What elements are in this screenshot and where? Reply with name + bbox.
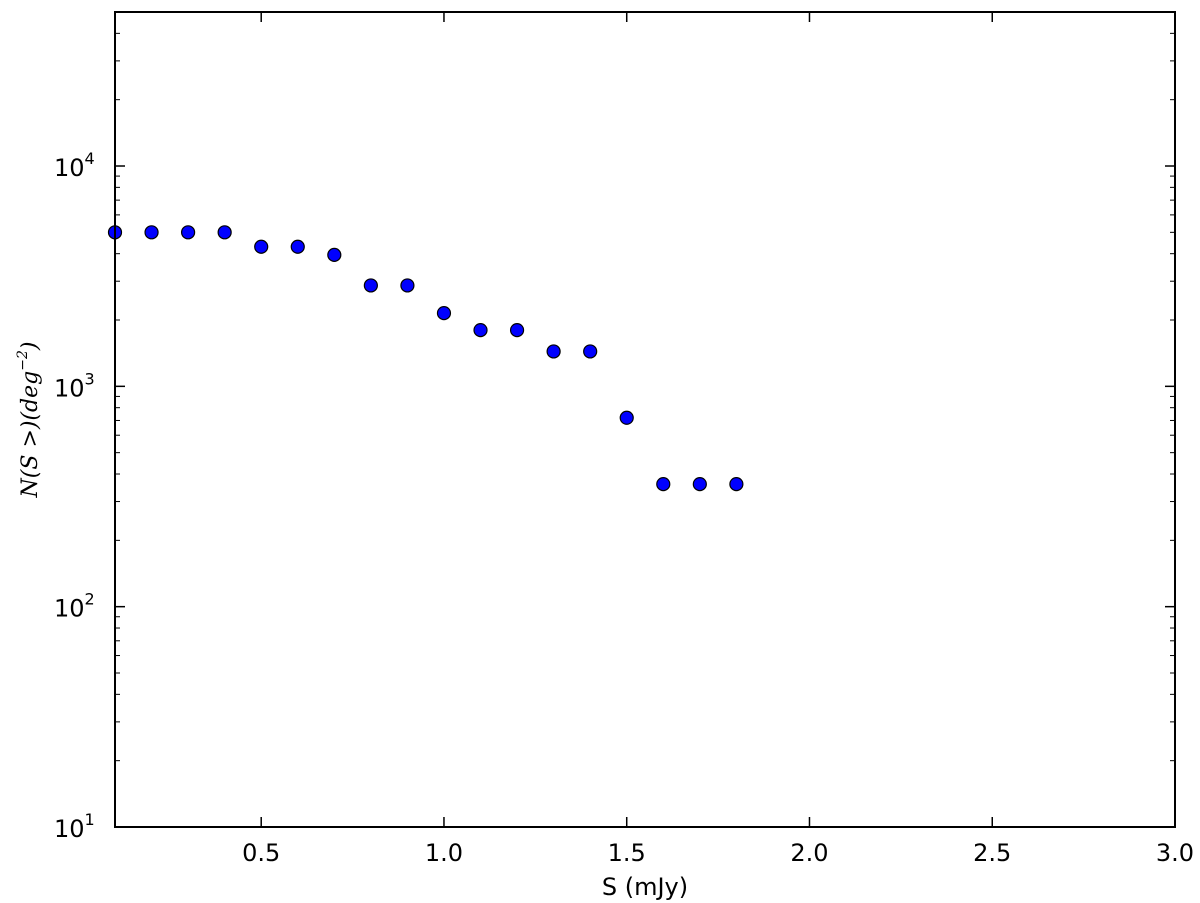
data-point <box>290 239 305 254</box>
data-point <box>254 239 269 254</box>
x-tick-label: 2.0 <box>790 839 828 867</box>
data-point <box>656 476 671 492</box>
x-tick-label: 2.5 <box>973 839 1011 867</box>
data-point <box>473 322 488 338</box>
x-tick-label: 0.5 <box>242 839 280 867</box>
data-point <box>181 225 196 240</box>
y-tick-label: 104 <box>54 149 95 182</box>
data-point <box>692 476 707 492</box>
y-tick-label: 102 <box>54 590 95 623</box>
axis-major-ticks <box>115 12 1176 828</box>
y-axis-title-close: ) <box>18 342 43 352</box>
y-axis-title: N(S >)(deg−2) <box>15 342 43 499</box>
data-point <box>363 278 378 293</box>
y-axis-title-main: N(S >)(deg <box>18 371 43 499</box>
y-tick-label: 101 <box>54 810 95 843</box>
data-point <box>546 344 561 359</box>
x-tick-labels: 0.5 1.0 1.5 2.0 2.5 3.0 <box>242 839 1194 867</box>
data-point <box>217 225 232 240</box>
x-tick-label: 1.5 <box>608 839 646 867</box>
plot-area-frame <box>114 11 1176 828</box>
y-tick-label: 103 <box>54 369 95 402</box>
data-point <box>619 410 634 425</box>
data-point <box>436 305 452 321</box>
data-point <box>509 322 525 338</box>
x-axis-title: S (mJy) <box>602 873 688 901</box>
data-point <box>729 476 744 492</box>
scatter-points <box>107 225 744 492</box>
data-point <box>327 247 342 262</box>
x-tick-label: 1.0 <box>425 839 463 867</box>
y-minor-ticks <box>115 32 1175 762</box>
data-point <box>583 344 598 359</box>
data-point <box>400 278 415 293</box>
x-tick-label: 3.0 <box>1156 839 1194 867</box>
y-axis-title-exponent: −2 <box>15 350 31 371</box>
y-tick-labels: 101 102 103 104 <box>54 149 95 843</box>
data-point <box>144 225 159 240</box>
